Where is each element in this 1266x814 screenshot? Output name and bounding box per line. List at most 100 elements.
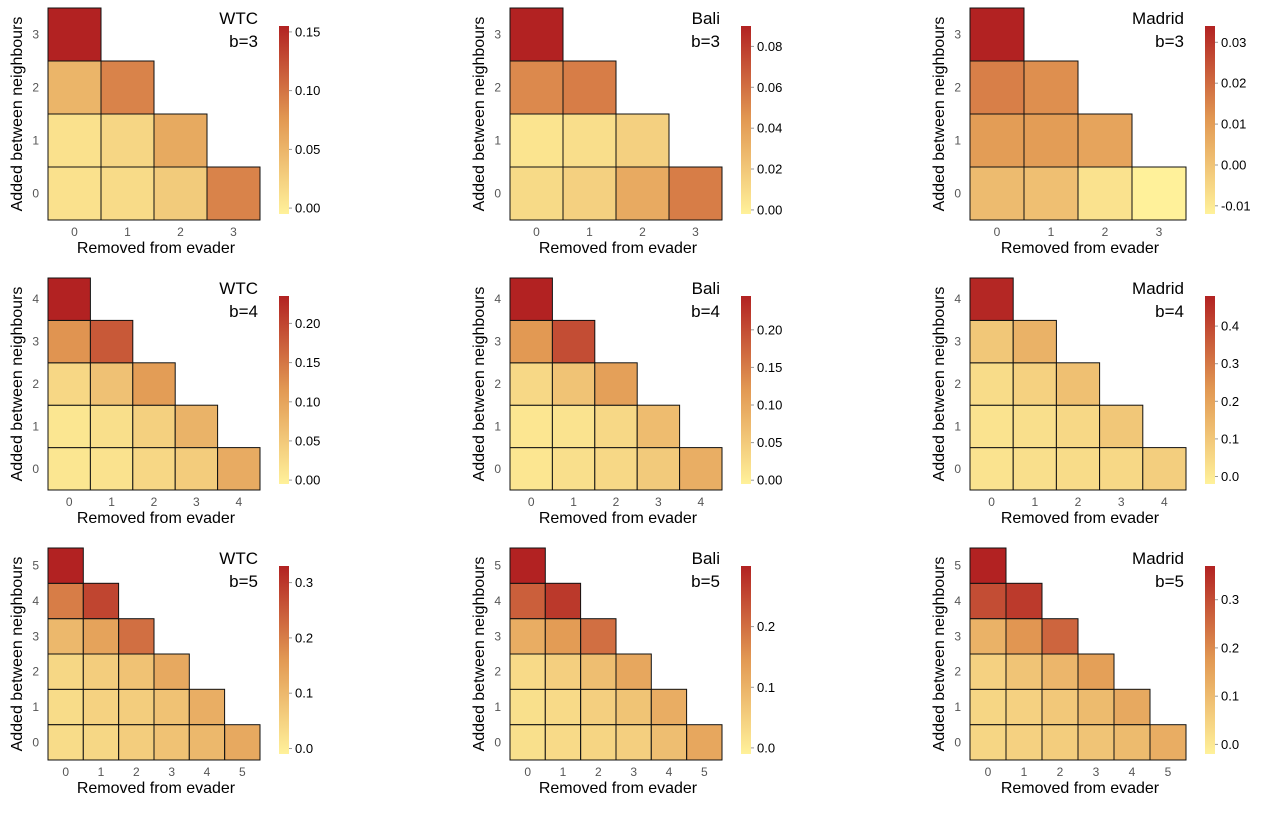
- x-tick-label: 2: [1075, 495, 1082, 509]
- y-tick-label: 4: [954, 292, 961, 306]
- x-tick-label: 2: [613, 495, 620, 509]
- heatmap-cell: [89, 447, 134, 491]
- x-tick-label: 4: [1161, 495, 1168, 509]
- heatmap-cell: [594, 362, 638, 406]
- heatmap-cell: [650, 724, 688, 761]
- heatmap-cell: [1023, 113, 1079, 168]
- colorbar-tick-label: 0.02: [1221, 76, 1246, 91]
- x-tick-label: 0: [985, 765, 992, 779]
- x-axis-label: Removed from evader: [539, 510, 698, 527]
- colorbar-tick-label: 0.06: [757, 80, 782, 95]
- heatmap-cell: [544, 618, 582, 655]
- y-tick-label: 2: [32, 377, 39, 391]
- heatmap-cell: [562, 60, 617, 115]
- y-tick-label: 3: [32, 28, 39, 42]
- x-tick-label: 4: [666, 765, 673, 779]
- x-tick-label: 0: [66, 495, 73, 509]
- colorbar-tick-label: 0.01: [1221, 117, 1246, 132]
- y-tick-label: 0: [494, 735, 501, 749]
- x-tick-label: 1: [1021, 765, 1028, 779]
- x-tick-label: 2: [151, 495, 158, 509]
- colorbar-tick-label: 0.10: [295, 394, 320, 409]
- x-tick-label: 2: [1102, 225, 1109, 239]
- heatmap-cell: [47, 319, 91, 364]
- heatmap-cell: [47, 60, 102, 115]
- x-tick-label: 3: [655, 495, 662, 509]
- colorbar-tick-label: 0.00: [295, 473, 320, 488]
- colorbar: [279, 26, 289, 214]
- x-tick-label: 0: [71, 225, 78, 239]
- heatmap-cell: [1005, 618, 1043, 655]
- budget-label: b=4: [1155, 302, 1184, 321]
- heatmap-cell: [580, 724, 617, 761]
- heatmap-cell: [509, 618, 546, 655]
- heatmap-cell: [174, 447, 219, 491]
- heatmap-cell: [509, 653, 546, 690]
- y-tick-label: 1: [954, 700, 961, 714]
- colorbar-tick-label: 0.2: [757, 619, 775, 634]
- heatmap-cell: [82, 688, 120, 726]
- x-axis-label: Removed from evader: [539, 240, 698, 257]
- x-tick-label: 0: [524, 765, 531, 779]
- colorbar-tick-label: 0.2: [295, 630, 313, 645]
- heatmap-cell: [551, 362, 596, 406]
- heatmap-cell: [615, 166, 670, 221]
- heatmap-cell: [118, 618, 155, 655]
- budget-label: b=3: [691, 32, 720, 51]
- y-tick-label: 2: [954, 665, 961, 679]
- heatmap-cell: [1077, 653, 1115, 690]
- x-tick-label: 2: [595, 765, 602, 779]
- y-axis-label: Added between neighbours: [9, 557, 26, 752]
- heatmap-cell: [132, 404, 176, 449]
- x-tick-label: 3: [1156, 225, 1163, 239]
- x-tick-label: 1: [108, 495, 115, 509]
- heatmap-cell: [1005, 724, 1043, 761]
- heatmap-cell: [1113, 688, 1151, 726]
- x-tick-label: 0: [994, 225, 1001, 239]
- y-tick-label: 1: [32, 134, 39, 148]
- x-axis-label: Removed from evader: [1001, 510, 1160, 527]
- heatmap-cell: [551, 319, 596, 364]
- y-tick-label: 0: [954, 187, 961, 201]
- y-tick-label: 2: [32, 665, 39, 679]
- y-tick-label: 2: [954, 377, 961, 391]
- panel-madrid-b5: 0 1 2 3 4 5 0 1 2 3 4 5 Removed from evader Added bet…: [931, 547, 1239, 797]
- heatmap-cell: [969, 404, 1014, 449]
- heatmap-cell: [686, 724, 723, 761]
- heatmap-cell: [47, 618, 84, 655]
- heatmap-cell: [679, 447, 723, 491]
- heatmap-cell: [1012, 404, 1057, 449]
- colorbar-tick-label: 0.0: [295, 741, 313, 756]
- heatmap-cell: [969, 362, 1014, 406]
- heatmap-cell: [551, 447, 596, 491]
- x-tick-label: 3: [168, 765, 175, 779]
- heatmap-cell: [615, 113, 670, 168]
- y-tick-label: 1: [494, 419, 501, 433]
- colorbar-tick-label: 0.1: [1221, 689, 1239, 704]
- y-tick-label: 1: [494, 134, 501, 148]
- budget-label: b=3: [229, 32, 258, 51]
- heatmap-cell: [969, 618, 1007, 655]
- y-tick-label: 4: [954, 594, 961, 608]
- colorbar-tick-label: 0.05: [757, 435, 782, 450]
- heatmap-cell: [969, 60, 1025, 115]
- y-tick-label: 4: [32, 292, 39, 306]
- y-axis-label: Added between neighbours: [931, 287, 948, 482]
- heatmap-cell: [509, 688, 546, 726]
- y-tick-label: 3: [494, 335, 501, 349]
- x-tick-label: 3: [630, 765, 637, 779]
- heatmap-cell: [969, 653, 1007, 690]
- heatmap-cell: [1055, 404, 1101, 449]
- heatmap-cell: [47, 166, 102, 221]
- x-tick-label: 4: [204, 765, 211, 779]
- colorbar-tick-label: 0.00: [295, 201, 320, 216]
- y-tick-label: 2: [494, 665, 501, 679]
- heatmap-cell: [100, 60, 155, 115]
- x-tick-label: 5: [239, 765, 246, 779]
- y-tick-label: 1: [32, 419, 39, 433]
- x-tick-label: 3: [692, 225, 699, 239]
- x-tick-label: 3: [1093, 765, 1100, 779]
